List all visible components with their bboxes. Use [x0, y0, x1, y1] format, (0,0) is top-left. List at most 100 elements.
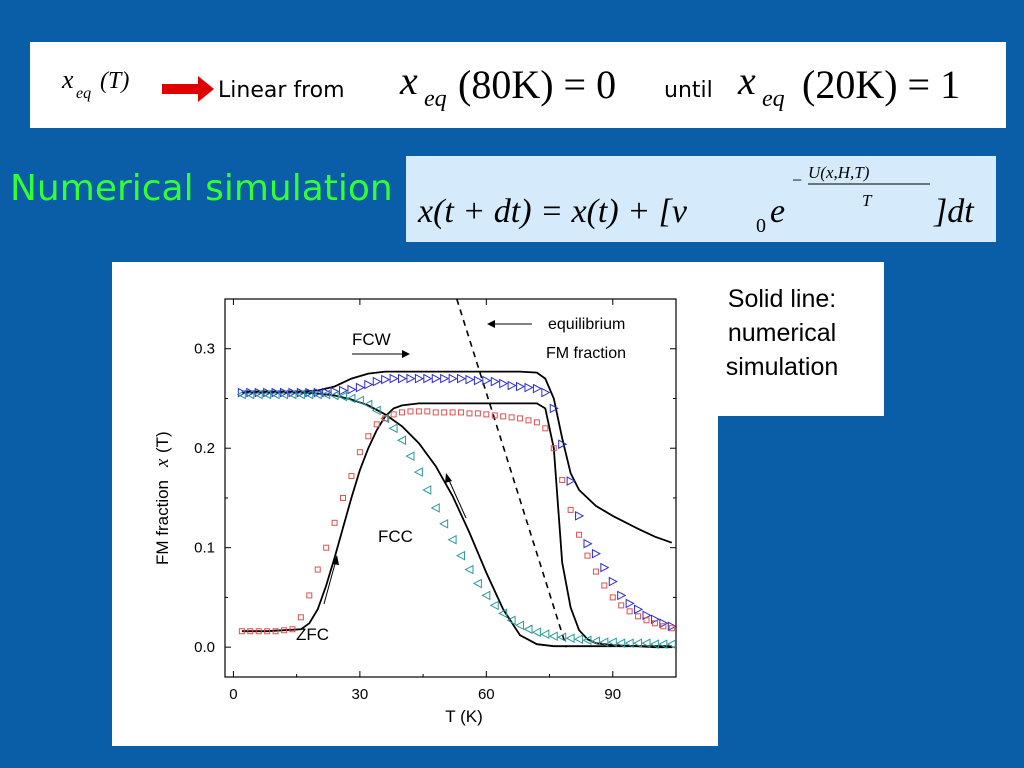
marker-fcw — [600, 562, 610, 573]
marker-fcc — [590, 636, 600, 647]
marker-fcc — [548, 631, 558, 642]
marker-zfc — [331, 519, 338, 526]
y-tick-label: 0.2 — [194, 440, 215, 457]
y-tick-label: 0.0 — [194, 639, 215, 656]
y-axis-label-suffix: (T) — [153, 431, 172, 453]
marker-zfc — [643, 617, 650, 624]
marker-fcw — [271, 387, 281, 398]
red-arrow-icon — [162, 76, 214, 102]
marker-fcc — [455, 550, 466, 561]
equation-exponent-den: T — [862, 191, 873, 210]
marker-fcw — [389, 373, 399, 384]
line-fcw-simulation — [241, 370, 673, 544]
x-tick-label: 60 — [478, 686, 495, 703]
equilibrium-annotation-2: FM fraction — [546, 345, 626, 362]
marker-fcc — [531, 627, 541, 638]
marker-fcw — [465, 374, 475, 385]
marker-fcc — [405, 451, 415, 462]
marker-fcc — [396, 435, 407, 446]
marker-zfc — [508, 414, 515, 421]
marker-zfc — [635, 613, 642, 620]
equation-svg: x(t + dt) = x(t) + [v 0 e − U(x,H,T) T ]… — [417, 163, 975, 237]
marker-fcw — [431, 373, 441, 384]
marker-fcw — [516, 381, 526, 392]
marker-fcc — [447, 534, 457, 545]
marker-fcc — [413, 467, 423, 477]
marker-fcw — [254, 387, 264, 398]
eq1-sub: eq — [424, 86, 447, 112]
marker-fcw — [583, 538, 593, 549]
marker-fcw — [414, 373, 424, 384]
fcc-annotation: FCC — [378, 527, 413, 546]
marker-fcw — [322, 387, 332, 398]
marker-fcw — [347, 384, 357, 395]
marker-fcw — [288, 387, 298, 398]
marker-fcw — [448, 373, 458, 384]
marker-fcw — [617, 590, 627, 601]
marker-zfc — [255, 628, 262, 635]
equation-box: x(t + dt) = x(t) + [v 0 e − U(x,H,T) T ]… — [406, 156, 996, 242]
lhs-arg: (T) — [100, 68, 129, 94]
marker-zfc — [247, 628, 254, 635]
marker-fcc — [514, 620, 525, 631]
y-axis-label-prefix: FM fraction — [153, 480, 172, 565]
equilibrium-arrowhead-icon — [487, 320, 495, 328]
marker-fcc — [388, 423, 398, 434]
marker-zfc — [550, 445, 557, 452]
marker-zfc — [567, 506, 574, 513]
marker-fcc — [329, 390, 339, 401]
marker-fcc — [321, 389, 331, 400]
marker-fcw — [667, 621, 676, 632]
note-line-3: simulation — [725, 353, 839, 381]
marker-zfc — [525, 417, 532, 424]
marker-zfc — [626, 608, 633, 615]
eq2-var: x — [737, 58, 756, 103]
linear-from-label: Linear from — [218, 78, 345, 103]
plot-frame — [224, 298, 677, 678]
marker-fcw — [305, 387, 315, 398]
marker-zfc — [382, 415, 389, 422]
marker-zfc — [297, 614, 304, 621]
x-tick-label: 30 — [352, 686, 369, 703]
marker-zfc — [668, 625, 675, 632]
marker-fcw — [263, 387, 273, 398]
marker-fcw — [246, 387, 256, 398]
marker-zfc — [373, 421, 380, 428]
marker-fcw — [541, 387, 551, 398]
marker-fcw — [575, 511, 585, 521]
marker-fcw — [372, 376, 382, 387]
marker-fcc — [489, 600, 499, 611]
eq1-var: x — [399, 58, 418, 103]
marker-zfc — [466, 410, 473, 417]
simulation-lines — [241, 299, 673, 649]
x-tick-label: 0 — [229, 686, 237, 703]
marker-fcc — [573, 634, 584, 645]
marker-fcc — [498, 608, 508, 619]
equation-main: x(t + dt) = x(t) + [v — [417, 193, 688, 230]
marker-fcw — [381, 374, 391, 385]
marker-fcc — [506, 615, 516, 626]
marker-fcw — [296, 387, 306, 398]
marker-fcc — [346, 393, 356, 404]
marker-zfc — [474, 410, 481, 417]
marker-fcw — [423, 373, 433, 384]
fcc-arrow-icon — [447, 477, 467, 519]
marker-fcw — [280, 387, 290, 398]
marker-fcc — [641, 638, 651, 649]
zfc-arrowhead-icon — [332, 555, 339, 565]
marker-zfc — [533, 419, 540, 426]
marker-fcw — [457, 373, 467, 384]
marker-fcw — [473, 375, 483, 386]
marker-zfc — [407, 408, 414, 415]
marker-fcc — [607, 637, 617, 648]
equation-e: e — [770, 193, 785, 230]
marker-zfc — [517, 415, 524, 422]
marker-fcw — [558, 439, 568, 450]
marker-zfc — [289, 626, 296, 633]
marker-zfc — [542, 425, 549, 432]
marker-zfc — [306, 592, 313, 599]
equation-exponent-num: U(x,H,T) — [808, 163, 870, 182]
marker-fcw — [650, 614, 660, 625]
marker-fcc — [472, 578, 482, 589]
marker-zfc — [559, 477, 566, 484]
